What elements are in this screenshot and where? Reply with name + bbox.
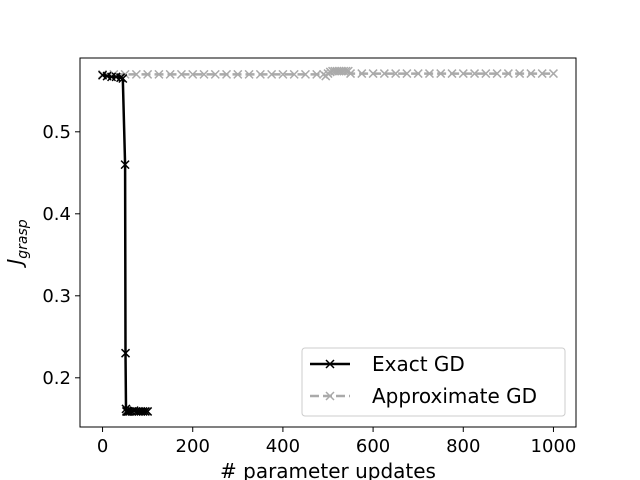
data-point-approximate-gd (470, 69, 480, 79)
data-point-approximate-gd (481, 69, 491, 79)
y-axis-label-main: J (3, 259, 27, 269)
data-point-approximate-gd (341, 66, 351, 76)
y-axis-label: Jgrasp (3, 219, 31, 268)
x-tick-label: 800 (446, 436, 480, 457)
data-point-approximate-gd (413, 69, 423, 79)
x-tick-label: 600 (356, 436, 390, 457)
legend-marker-exact-gd (325, 359, 335, 369)
legend-label-approximate-gd: Approximate GD (372, 384, 537, 408)
data-point-approximate-gd (278, 69, 288, 79)
data-point-exact-gd (143, 406, 153, 416)
x-axis-label: # parameter updates (220, 459, 436, 480)
legend: Exact GD Approximate GD (301, 347, 566, 417)
y-tick-label: 0.2 (42, 368, 71, 389)
data-point-approximate-gd (154, 69, 164, 79)
data-point-exact-gd (140, 406, 150, 416)
data-point-approximate-gd (548, 69, 558, 79)
data-point-approximate-gd (379, 69, 389, 79)
data-point-approximate-gd (143, 69, 153, 79)
data-point-approximate-gd (537, 69, 547, 79)
data-point-approximate-gd (222, 69, 232, 79)
data-point-approximate-gd (244, 69, 254, 79)
series-layer (98, 66, 558, 416)
data-point-exact-gd (116, 73, 126, 83)
y-axis: 0.2 0.3 0.4 0.5 (42, 122, 80, 389)
y-axis-label-subscript: grasp (15, 219, 31, 259)
data-point-approximate-gd (131, 69, 141, 79)
data-point-approximate-gd (210, 69, 220, 79)
x-tick-label: 400 (266, 436, 300, 457)
data-point-approximate-gd (492, 69, 502, 79)
x-tick-label: 200 (176, 436, 210, 457)
data-point-approximate-gd (424, 69, 434, 79)
y-tick-label: 0.3 (42, 286, 71, 307)
data-point-approximate-gd (346, 69, 356, 79)
data-point-approximate-gd (357, 69, 367, 79)
data-point-approximate-gd (515, 69, 525, 79)
legend-label-exact-gd: Exact GD (372, 352, 465, 376)
data-point-approximate-gd (300, 69, 310, 79)
data-point-approximate-gd (391, 69, 401, 79)
data-point-approximate-gd (267, 69, 277, 79)
data-point-exact-gd (118, 73, 128, 84)
data-point-approximate-gd (312, 69, 322, 79)
data-point-approximate-gd (447, 69, 457, 79)
data-point-approximate-gd (165, 69, 175, 79)
data-point-approximate-gd (188, 69, 198, 79)
plot-frame (79, 57, 577, 428)
data-point-approximate-gd (368, 69, 378, 79)
data-point-approximate-gd (458, 69, 468, 79)
data-point-approximate-gd (255, 69, 265, 79)
x-tick-label: 1000 (531, 436, 577, 457)
data-point-approximate-gd (503, 69, 513, 79)
x-tick-label: 0 (97, 436, 108, 457)
data-point-exact-gd (120, 160, 130, 170)
data-point-approximate-gd (402, 69, 412, 79)
x-axis: 0 200 400 600 800 1000 (97, 427, 577, 457)
legend-frame (301, 347, 566, 417)
data-point-exact-gd (121, 348, 131, 358)
data-point-approximate-gd (199, 69, 209, 79)
data-point-approximate-gd (289, 69, 299, 79)
y-tick-label: 0.4 (42, 204, 71, 225)
legend-marker-approximate-gd (325, 391, 335, 401)
data-point-approximate-gd (233, 69, 243, 79)
data-point-approximate-gd (526, 69, 536, 79)
y-tick-label: 0.5 (42, 122, 71, 143)
data-point-approximate-gd (436, 69, 446, 79)
data-point-approximate-gd (176, 69, 186, 79)
